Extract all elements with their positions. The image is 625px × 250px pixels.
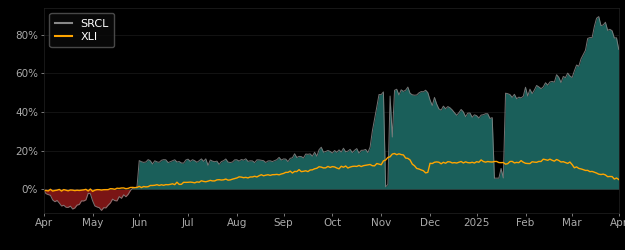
Legend: SRCL, XLI: SRCL, XLI xyxy=(49,13,114,48)
